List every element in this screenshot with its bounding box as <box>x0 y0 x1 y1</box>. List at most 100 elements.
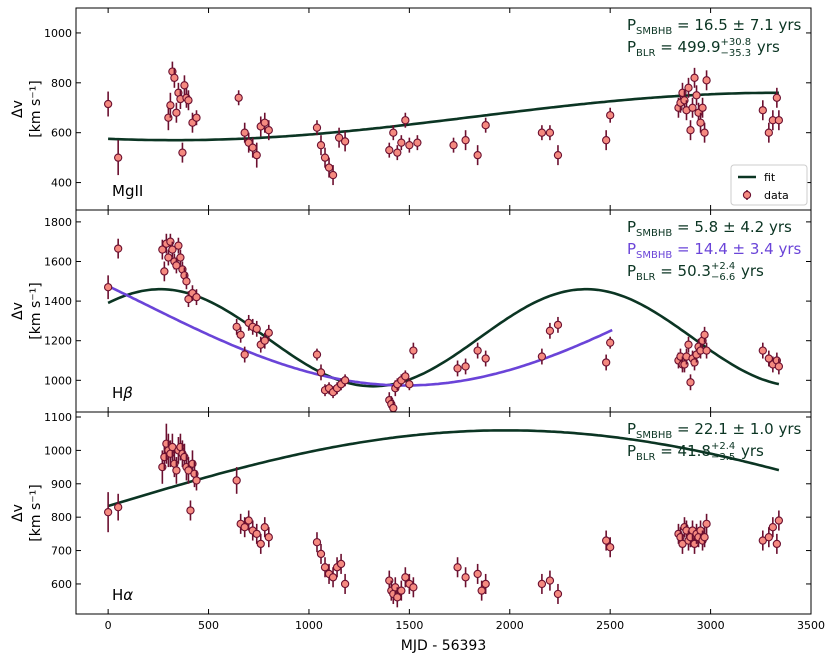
y-tick-label: 400 <box>51 177 72 190</box>
x-tick-label: 500 <box>198 619 219 632</box>
data-point <box>166 101 175 110</box>
data-point <box>252 529 261 539</box>
y-tick-label: 900 <box>51 478 72 491</box>
data-point <box>192 113 201 122</box>
data-point <box>481 354 490 363</box>
period-annotation: PBLR = 50.3+2.4 −6.6 yrs <box>627 261 764 283</box>
data-point <box>690 73 699 82</box>
data-point <box>774 116 784 125</box>
data-point <box>413 138 422 147</box>
data-point <box>103 283 113 292</box>
data-point <box>702 76 711 85</box>
data-point <box>606 111 615 120</box>
legend-data-label: data <box>764 189 789 202</box>
fit-line-fit <box>107 429 780 508</box>
data-point <box>772 539 782 549</box>
period-annotation: PSMBHB = 14.4 ± 3.4 yrs <box>627 240 802 261</box>
data-point <box>545 576 555 585</box>
x-tick-label: 1000 <box>295 619 323 632</box>
data-point <box>252 150 261 160</box>
period-annotation: PSMBHB = 22.1 ± 1.0 yrs <box>627 420 802 441</box>
data-point <box>320 563 330 572</box>
data-point <box>453 364 462 373</box>
x-axis-label: MJD - 56393 <box>401 638 486 654</box>
data-point <box>700 330 709 339</box>
period-annotation: PSMBHB = 5.8 ± 4.2 yrs <box>627 218 792 239</box>
y-tick-label: 1200 <box>44 335 72 348</box>
data-point <box>234 93 243 102</box>
data-point <box>260 118 269 127</box>
data-point <box>232 476 241 485</box>
data-point <box>553 150 563 160</box>
data-point <box>461 362 470 371</box>
data-point <box>389 403 398 412</box>
y-axis-label-units: [km s⁻¹] <box>28 80 44 137</box>
y-tick-label: 1000 <box>44 444 72 457</box>
y-tick-label: 800 <box>51 511 72 524</box>
data-point <box>114 503 123 512</box>
data-point <box>340 137 350 146</box>
fit-curves <box>108 91 779 142</box>
data-points <box>103 233 784 412</box>
data-point <box>553 589 563 599</box>
data-point <box>684 83 693 92</box>
data-point <box>409 583 418 592</box>
data-point <box>401 116 410 125</box>
data-point <box>192 476 201 485</box>
panel-2: 1000 1200 1400 1600 1800 Δv [km s⁻¹] Hβ PSMBHB =… <box>10 209 812 413</box>
panel-3: 600 700 800 900 1000 1100 Δv [km s⁻¹] Hα PSMBHB =… <box>10 411 812 615</box>
data-point <box>160 267 169 276</box>
data-point <box>103 99 113 109</box>
data-point <box>385 145 394 155</box>
data-point <box>168 245 177 254</box>
data-point <box>328 573 338 582</box>
data-point <box>553 320 563 330</box>
panel-1: 400 600 800 1000 Δv [km s⁻¹] MgII PSMBHB = 16.5… <box>10 7 812 211</box>
data-point <box>698 103 707 112</box>
data-point <box>240 128 249 137</box>
panel-frame <box>75 411 812 615</box>
data-point <box>393 593 402 602</box>
period-annotation: PSMBHB = 16.5 ± 7.1 yrs <box>627 16 802 37</box>
panel-label: Hα <box>112 586 133 604</box>
data-point <box>182 277 191 286</box>
fit-line-fit <box>108 91 779 142</box>
data-points <box>103 423 784 608</box>
data-point <box>473 569 482 579</box>
y-tick-label: 1800 <box>44 216 72 229</box>
data-point <box>772 93 782 102</box>
fit-line-fit <box>107 287 780 388</box>
x-tick-label: 3000 <box>697 619 725 632</box>
data-point <box>328 170 338 180</box>
data-point <box>316 141 326 150</box>
data-point <box>473 346 482 355</box>
data-point <box>103 508 113 517</box>
data-point <box>401 372 410 381</box>
y-axis-label: Δv <box>10 302 26 320</box>
data-point <box>768 523 777 532</box>
data-point <box>236 330 245 339</box>
data-point <box>397 138 406 147</box>
data-point <box>537 579 547 589</box>
data-point <box>174 241 183 250</box>
data-point <box>700 128 709 137</box>
data-point <box>696 118 705 127</box>
data-point <box>702 519 711 529</box>
data-point <box>409 346 418 355</box>
data-point <box>316 549 326 559</box>
data-point <box>340 579 350 589</box>
y-tick-label: 600 <box>51 127 72 140</box>
data-point <box>312 123 322 132</box>
data-point <box>602 358 611 367</box>
data-point <box>774 362 784 371</box>
data-point <box>700 533 709 542</box>
data-point <box>602 536 611 545</box>
data-point <box>178 148 187 157</box>
data-point <box>240 523 249 532</box>
data-point <box>324 163 334 172</box>
fit-curves <box>107 429 780 508</box>
data-point <box>449 141 458 150</box>
y-axis-label: Δv <box>10 100 26 118</box>
data-point <box>172 466 181 475</box>
